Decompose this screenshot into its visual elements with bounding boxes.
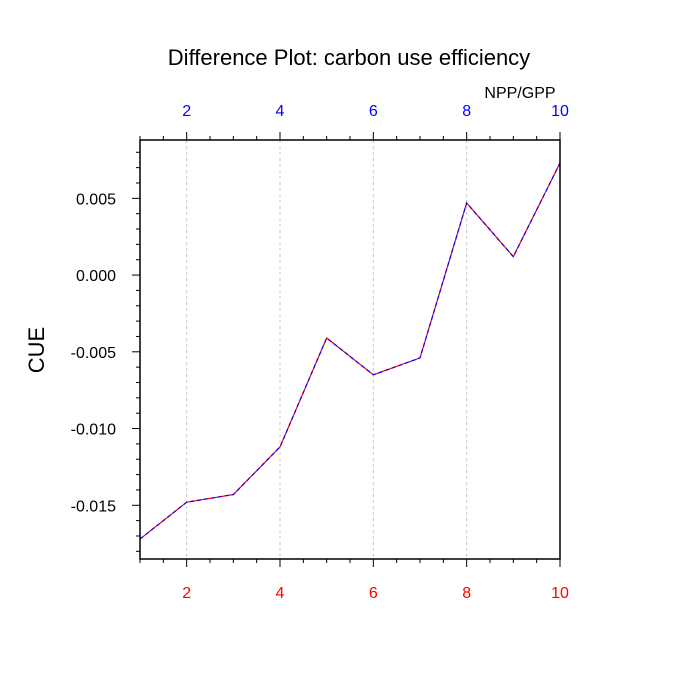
x-tick-label-bottom: 4 [276,585,285,602]
x-tick-label-bottom: 2 [182,585,191,602]
gridlines [186,140,561,559]
x-tick-label-top: 6 [369,103,378,120]
x-tick-label-top: 2 [182,103,191,120]
y-tick-label: 0.005 [76,191,116,208]
series-layer [139,162,561,540]
top-axis-label: NPP/GPP [484,85,555,102]
y-axis-label: CUE [24,327,49,373]
x-tick-label-bottom: 10 [551,585,569,602]
x-tick-label-top: 10 [551,103,569,120]
x-tick-label-bottom: 8 [462,585,471,602]
x-tick-label-top: 8 [462,103,471,120]
plot-frame [139,139,561,560]
x-tick-label-bottom: 6 [369,585,378,602]
y-tick-label: -0.005 [71,345,116,362]
series-line-0 [139,162,561,540]
y-tick-label: 0.000 [76,268,116,285]
tick-labels: 2 4 6 8 10 2 4 6 8 10 -0.015 -0.010 -0.005 0.000 0.005 [71,103,569,602]
series-line-dash-0 [139,162,561,540]
axis-ticks [132,132,561,567]
y-tick-label: -0.010 [71,422,116,439]
x-tick-label-top: 4 [276,103,285,120]
chart-title: Difference Plot: carbon use efficiency [168,45,530,70]
y-tick-label: -0.015 [71,498,116,515]
